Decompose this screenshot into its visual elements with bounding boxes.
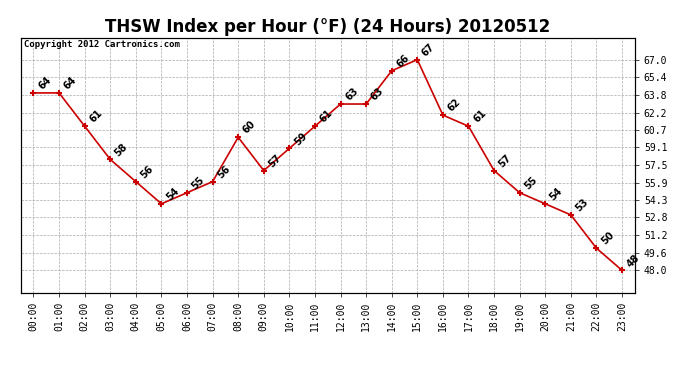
Text: 57: 57 (497, 153, 513, 169)
Title: THSW Index per Hour (°F) (24 Hours) 20120512: THSW Index per Hour (°F) (24 Hours) 2012… (105, 18, 551, 36)
Text: Copyright 2012 Cartronics.com: Copyright 2012 Cartronics.com (23, 40, 179, 49)
Text: 55: 55 (522, 175, 539, 191)
Text: 48: 48 (624, 252, 642, 269)
Text: 63: 63 (369, 86, 386, 103)
Text: 55: 55 (190, 175, 206, 191)
Text: 60: 60 (241, 119, 257, 136)
Text: 63: 63 (344, 86, 360, 103)
Text: 67: 67 (420, 42, 437, 58)
Text: 57: 57 (266, 153, 283, 169)
Text: 61: 61 (317, 108, 335, 125)
Text: 64: 64 (37, 75, 53, 92)
Text: 61: 61 (88, 108, 104, 125)
Text: 62: 62 (446, 97, 462, 114)
Text: 61: 61 (471, 108, 488, 125)
Text: 54: 54 (164, 186, 181, 202)
Text: 64: 64 (62, 75, 79, 92)
Text: 50: 50 (599, 230, 615, 247)
Text: 59: 59 (292, 130, 308, 147)
Text: 56: 56 (215, 164, 232, 180)
Text: 53: 53 (573, 197, 590, 213)
Text: 56: 56 (139, 164, 155, 180)
Text: 66: 66 (395, 53, 411, 69)
Text: 54: 54 (548, 186, 564, 202)
Text: 58: 58 (113, 141, 130, 158)
